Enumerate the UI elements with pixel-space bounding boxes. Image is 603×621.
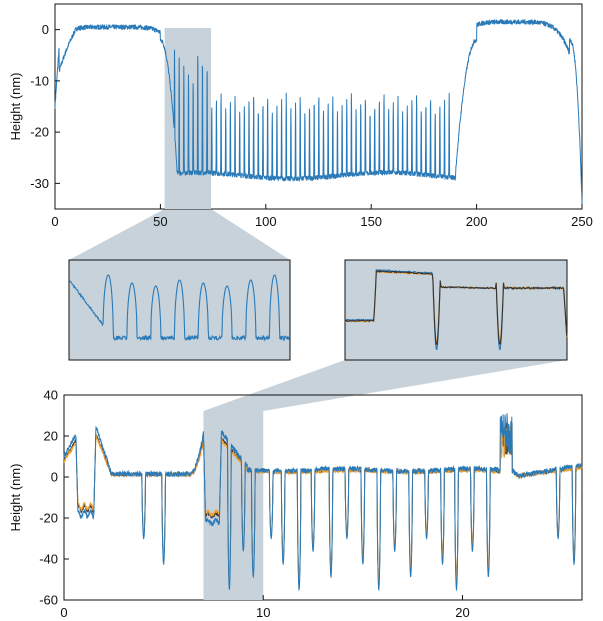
bottom-y-tick-label: 0 [51,470,58,485]
bottom-y-axis-label: Height (nm) [8,464,23,532]
inset-left-chart [68,259,291,361]
bottom-y-tick-label: -60 [39,593,58,608]
top-y-tick-label: -10 [30,73,49,88]
bottom-x-tick-label: 10 [256,605,270,620]
bottom-x-tick-label: 0 [60,605,67,620]
top-y-tick-label: -30 [30,176,49,191]
connector-inset-right-to-bottom [203,360,567,411]
bottom-axes: 0 10 20 40 20 0 -20 -40 -60 [39,388,469,621]
top-x-tick-label: 250 [571,214,593,229]
inset-left-frame [68,259,291,361]
zoom-connectors [69,209,567,411]
bottom-y-tick-label: 40 [44,388,58,403]
bottom-y-tick-label: 20 [44,429,58,444]
bottom-chart: 0 10 20 40 20 0 -20 -40 -60 Height (nm) [8,388,583,621]
top-x-tick-label: 200 [466,214,488,229]
top-chart: 0 50 100 150 200 250 0 -10 -20 -30 Height (nm) [8,3,593,229]
top-x-tick-label: 100 [255,214,277,229]
inset-right-chart [344,259,568,361]
connector-top-to-inset-left [69,209,290,260]
top-x-tick-label: 50 [153,214,167,229]
bottom-y-tick-label: -20 [39,511,58,526]
bottom-series-orange [63,425,583,582]
inset-right-frame [344,259,568,361]
top-y-axis-label: Height (nm) [8,73,23,141]
bottom-y-tick-label: -40 [39,552,58,567]
inset-right-series-dark [344,269,568,346]
top-y-tick-label: -20 [30,125,49,140]
inset-left-series-line [68,274,291,342]
bottom-series-blue [63,413,583,592]
top-axes: 0 50 100 150 200 250 0 -10 -20 -30 [30,22,593,229]
top-series-line [54,19,583,205]
bottom-x-tick-label: 20 [455,605,469,620]
bottom-plot-frame [63,394,583,601]
top-x-tick-label: 0 [51,214,58,229]
top-x-tick-label: 150 [360,214,382,229]
top-y-tick-label: 0 [42,22,49,37]
bottom-highlight-region [203,411,264,600]
